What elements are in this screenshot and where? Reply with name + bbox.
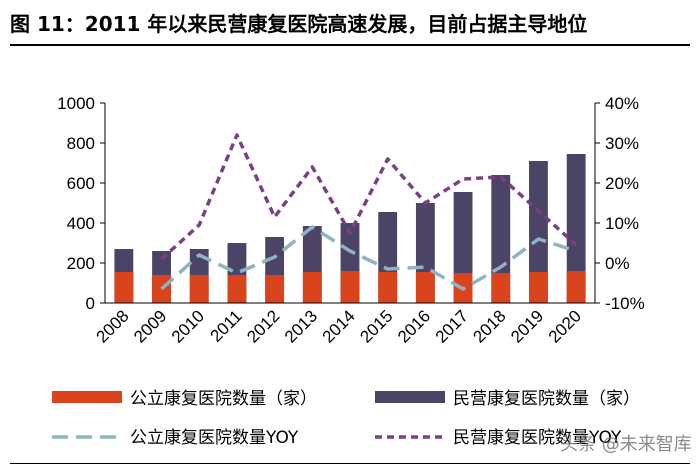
private-yoy-line — [160, 133, 578, 261]
x-tick-label: 2010 — [168, 306, 208, 346]
legend-swatch-private-bar — [375, 391, 445, 403]
y-right-tick-label: 40% — [605, 94, 639, 113]
public-bar — [529, 272, 548, 303]
x-tick-label: 2017 — [432, 306, 472, 346]
y-left-tick-label: 400 — [67, 214, 95, 233]
private-bar — [566, 154, 586, 303]
legend-swatch-public-bar — [52, 391, 122, 403]
y-right-tick-label: 20% — [605, 174, 639, 193]
x-tick-label: 2020 — [545, 306, 585, 346]
x-tick-label: 2015 — [356, 306, 396, 346]
y-left-tick-label: 1000 — [57, 94, 95, 113]
x-tick-label: 2018 — [469, 306, 509, 346]
public-bar — [265, 275, 285, 303]
y-left-tick-label: 600 — [67, 174, 95, 193]
y-left-tick-label: 0 — [86, 294, 95, 313]
x-tick-label: 2013 — [281, 306, 321, 346]
public-bar — [415, 272, 435, 303]
title-underline — [10, 44, 690, 46]
private-bar — [529, 161, 548, 303]
y-right-tick-label: -10% — [605, 294, 645, 313]
axes-layer: 02004006008001000-10%0%10%20%30%40%20082… — [57, 94, 645, 347]
bottom-rule — [10, 463, 690, 464]
public-bar — [378, 272, 398, 303]
bar-layer — [114, 154, 586, 303]
y-left-tick-label: 800 — [67, 134, 95, 153]
x-tick-label: 2011 — [206, 306, 245, 345]
public-bar — [340, 271, 360, 303]
legend-label-public-bar: 公立康复医院数量（家） — [130, 389, 317, 409]
y-right-tick-label: 10% — [605, 214, 639, 233]
y-right-tick-label: 0% — [605, 254, 630, 273]
chart-legend: 公立康复医院数量（家） 民营康复医院数量（家） 公立康复医院数量YOY 民营康复医院数… — [52, 389, 640, 448]
x-tick-label: 2008 — [92, 306, 132, 346]
public-yoy-line — [160, 225, 577, 291]
public-bar — [189, 275, 209, 303]
x-tick-label: 2016 — [394, 306, 434, 346]
public-bar — [302, 272, 322, 303]
y-left-tick-label: 200 — [67, 254, 95, 273]
public-bar — [566, 271, 586, 303]
public-bar — [114, 272, 134, 303]
x-tick-label: 2014 — [319, 306, 359, 346]
watermark: 头条 @未来智库 — [560, 434, 692, 455]
legend-label-private-yoy: 民营康复医院数量YOY — [453, 428, 622, 448]
legend-label-public-yoy: 公立康复医院数量YOY — [130, 428, 299, 448]
line-layer — [160, 133, 578, 291]
public-bar — [491, 273, 511, 303]
x-tick-label: 2009 — [130, 306, 170, 346]
public-bar — [227, 275, 247, 303]
legend-label-private-bar: 民营康复医院数量（家） — [453, 389, 640, 409]
x-tick-label: 2012 — [243, 306, 283, 346]
y-right-tick-label: 30% — [605, 134, 639, 153]
figure-title: 图 11：2011 年以来民营康复医院高速发展，目前占据主导地位 — [10, 12, 588, 36]
x-tick-label: 2019 — [507, 306, 547, 346]
